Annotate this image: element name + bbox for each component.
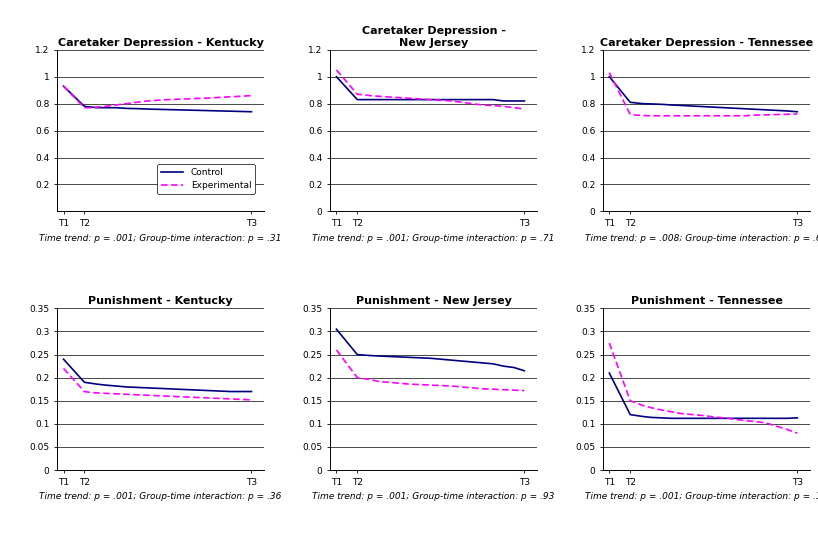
Text: Time trend: p = .008; Group-time interaction: p = .64: Time trend: p = .008; Group-time interac… bbox=[585, 233, 818, 243]
Title: Punishment - Kentucky: Punishment - Kentucky bbox=[88, 296, 233, 306]
Legend: Control, Experimental: Control, Experimental bbox=[157, 164, 255, 194]
Title: Punishment - New Jersey: Punishment - New Jersey bbox=[356, 296, 511, 306]
Text: Time trend: p = .001; Group-time interaction: p = .71: Time trend: p = .001; Group-time interac… bbox=[312, 233, 555, 243]
Text: Time trend: p = .001; Group-time interaction: p = .93: Time trend: p = .001; Group-time interac… bbox=[312, 492, 555, 501]
Text: Time trend: p = .001; Group-time interaction: p = .31: Time trend: p = .001; Group-time interac… bbox=[39, 233, 282, 243]
Title: Caretaker Depression - Kentucky: Caretaker Depression - Kentucky bbox=[58, 38, 263, 48]
Text: Time trend: p = .001; Group-time interaction: p = .36: Time trend: p = .001; Group-time interac… bbox=[39, 492, 282, 501]
Title: Punishment - Tennessee: Punishment - Tennessee bbox=[631, 296, 782, 306]
Title: Caretaker Depression - Tennessee: Caretaker Depression - Tennessee bbox=[600, 38, 813, 48]
Title: Caretaker Depression -
New Jersey: Caretaker Depression - New Jersey bbox=[362, 26, 506, 48]
Text: Time trend: p = .001; Group-time interaction: p = .11: Time trend: p = .001; Group-time interac… bbox=[585, 492, 818, 501]
